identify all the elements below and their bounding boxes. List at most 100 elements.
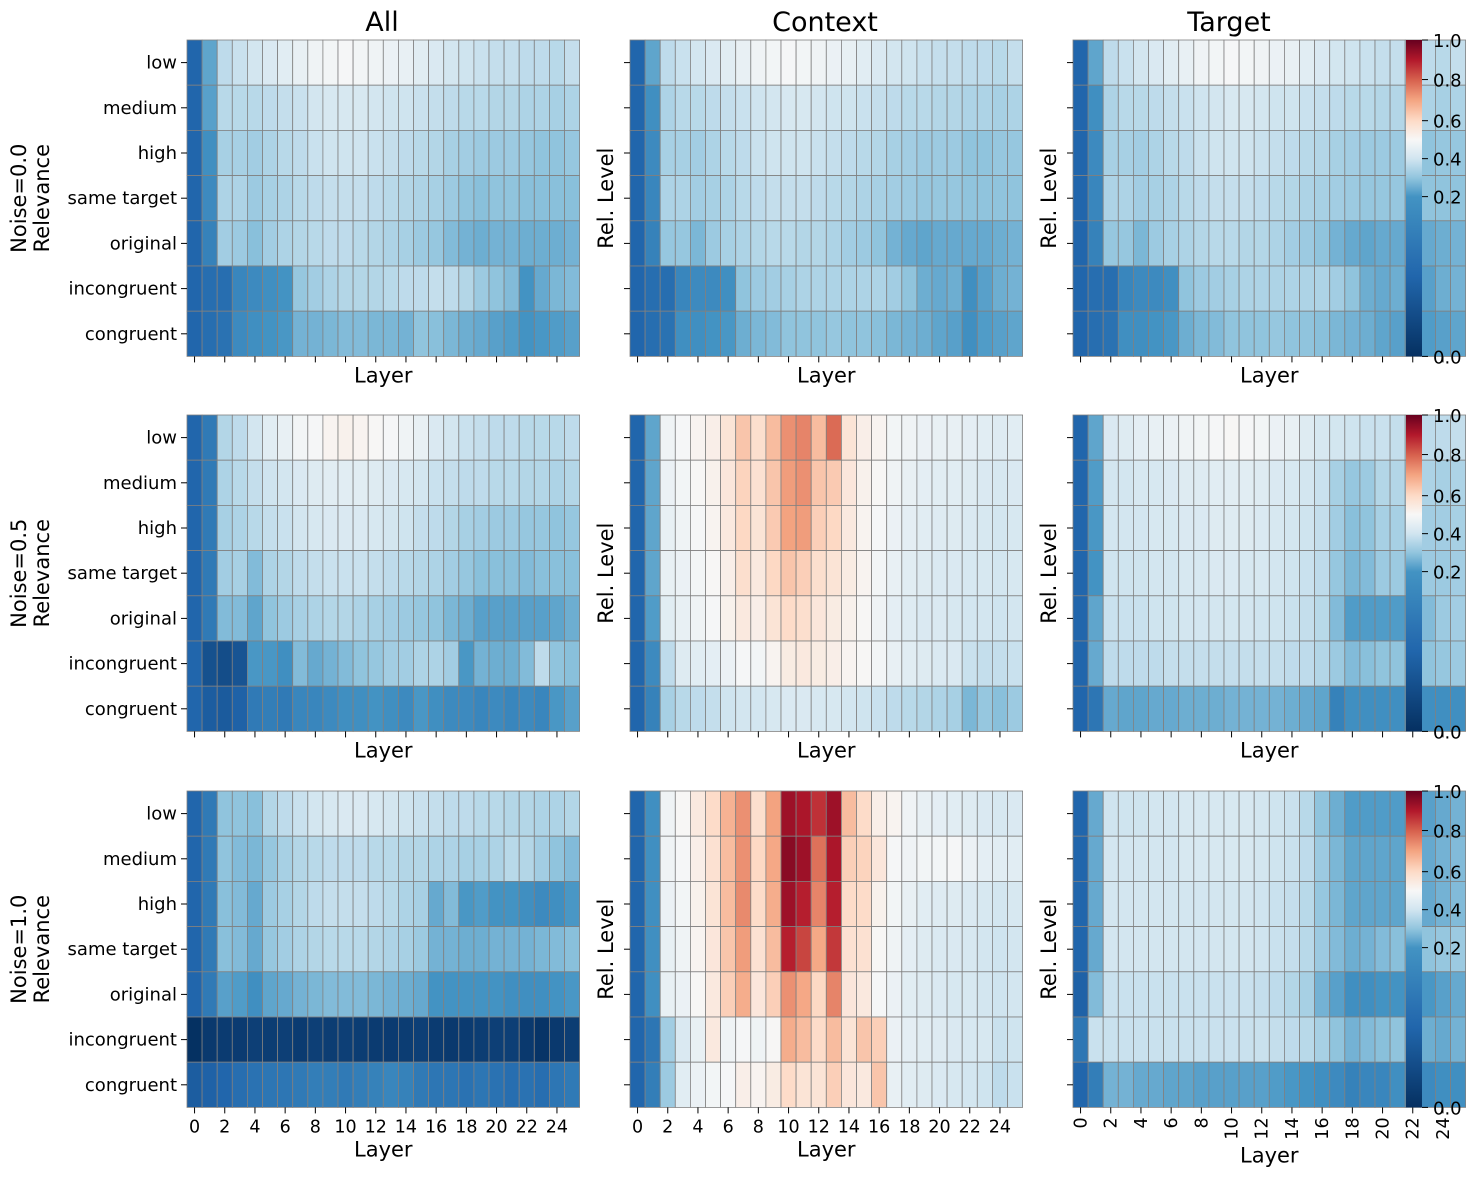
heatmap-cell <box>1117 881 1134 928</box>
heatmap-cell <box>1314 265 1331 312</box>
heatmap-cell <box>186 835 203 882</box>
heatmap-cell <box>307 265 324 312</box>
heatmap-cell <box>961 414 978 461</box>
heatmap-cell <box>367 129 384 176</box>
heatmap-cell <box>1223 414 1240 461</box>
heatmap-cell <box>277 971 294 1018</box>
heatmap-cell <box>473 175 490 222</box>
heatmap-cell <box>916 459 933 506</box>
heatmap-cell <box>644 1061 661 1108</box>
heatmap-cell <box>780 220 797 267</box>
heatmap-cell <box>262 39 279 86</box>
y-tick-label: high <box>138 894 177 915</box>
heatmap-cell <box>564 640 581 687</box>
heatmap-cell <box>961 835 978 882</box>
heatmap-cell <box>533 595 550 642</box>
y-tick-label: incongruent <box>68 1030 177 1051</box>
heatmap-cell <box>992 881 1008 928</box>
heatmap-cell <box>292 84 309 131</box>
heatmap-cell <box>1359 265 1376 312</box>
heatmap-cell <box>1284 220 1300 267</box>
x-tick-label: 0 <box>632 1117 643 1137</box>
heatmap-cell <box>1223 265 1240 312</box>
heatmap-cell <box>1193 790 1210 837</box>
heatmap-cell <box>992 790 1008 837</box>
heatmap-cell <box>871 175 888 222</box>
heatmap-cell <box>1133 220 1149 267</box>
heatmap-cell <box>262 1016 279 1063</box>
heatmap-cell <box>382 459 399 506</box>
heatmap-cell <box>337 414 354 461</box>
colorbar-tick-label: 0.2 <box>1433 563 1462 584</box>
heatmap-cell <box>216 310 233 357</box>
heatmap-cell <box>428 835 445 882</box>
heatmap-cell <box>629 39 646 86</box>
heatmap-cell <box>720 265 737 312</box>
heatmap-cell <box>901 790 918 837</box>
heatmap-cell <box>690 1061 706 1108</box>
y-tick-label: incongruent <box>68 279 177 300</box>
heatmap-cell <box>443 504 460 551</box>
heatmap-cell <box>1374 265 1391 312</box>
heatmap-cell <box>735 39 752 86</box>
heatmap-cell <box>690 640 706 687</box>
heatmap-cell <box>397 265 414 312</box>
heatmap-cell <box>901 220 918 267</box>
heatmap-cell <box>533 1061 550 1108</box>
heatmap-cell <box>841 881 857 928</box>
heatmap-cell <box>1223 595 1240 642</box>
heatmap-cell <box>428 310 445 357</box>
heatmap-cell <box>503 39 520 86</box>
heatmap-cell <box>644 640 661 687</box>
heatmap-cell <box>750 129 767 176</box>
heatmap-cell <box>458 1061 475 1108</box>
heatmap-cell <box>1193 414 1210 461</box>
heatmap-cell <box>629 310 646 357</box>
heatmap-cell <box>367 595 384 642</box>
heatmap-cell <box>1223 504 1240 551</box>
heatmap-cell <box>382 1016 399 1063</box>
heatmap-cell <box>976 926 993 973</box>
heatmap-cell <box>871 595 888 642</box>
heatmap-cell <box>201 220 218 267</box>
heatmap-cell <box>629 459 646 506</box>
heatmap-cell <box>886 265 903 312</box>
heatmap-cell <box>1299 926 1316 973</box>
heatmap-cell <box>1087 414 1104 461</box>
heatmap-cell <box>946 504 963 551</box>
heatmap-cell <box>795 39 812 86</box>
heatmap-cell <box>1102 84 1119 131</box>
heatmap-cell <box>659 926 676 973</box>
heatmap-cell <box>1450 265 1467 312</box>
heatmap-cell <box>644 685 661 732</box>
heatmap-cell <box>825 881 842 928</box>
heatmap-cell <box>262 550 279 597</box>
heatmap-cell <box>1268 459 1285 506</box>
heatmap-cell <box>901 129 918 176</box>
x-axis-label: Layer <box>797 1137 856 1161</box>
heatmap-cell <box>1435 640 1451 687</box>
heatmap-cell <box>674 595 691 642</box>
heatmap-cell <box>231 971 248 1018</box>
heatmap-cell <box>901 175 918 222</box>
x-tick-label: 20 <box>928 1117 950 1137</box>
heatmap-cell <box>705 129 722 176</box>
heatmap-cell <box>690 1016 706 1063</box>
heatmap-cell <box>443 685 460 732</box>
heatmap-cell <box>262 640 279 687</box>
heatmap-cell <box>841 414 857 461</box>
heatmap-cell <box>961 685 978 732</box>
heatmap-cell <box>674 220 691 267</box>
heatmap-cell <box>1117 926 1134 973</box>
heatmap-cell <box>231 926 248 973</box>
heatmap-cell <box>246 129 263 176</box>
heatmap-cell <box>503 175 520 222</box>
heatmap-cell <box>1253 84 1270 131</box>
heatmap-cell <box>307 835 324 882</box>
heatmap-cell <box>564 926 581 973</box>
heatmap-cell <box>961 129 978 176</box>
heatmap-cell <box>1133 550 1149 597</box>
heatmap-cell <box>916 971 933 1018</box>
heatmap-cell <box>564 595 581 642</box>
heatmap-cell <box>473 550 490 597</box>
